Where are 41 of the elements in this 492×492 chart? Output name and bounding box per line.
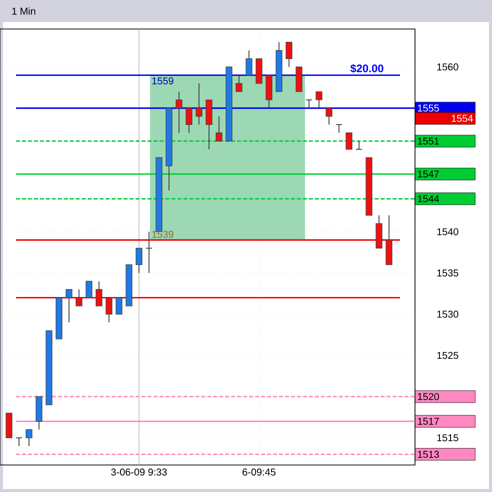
candlestick	[326, 108, 332, 126]
text: 1554	[452, 114, 473, 122]
candlestick	[196, 82, 202, 126]
annotation: 1539	[152, 230, 174, 238]
annotation: $20.00	[350, 64, 384, 73]
candlestick	[246, 50, 252, 76]
candlestick	[66, 288, 72, 323]
candlestick	[236, 74, 242, 92]
candlestick	[356, 140, 362, 150]
candlestick	[216, 116, 222, 142]
ref-line-label: 1551	[418, 138, 439, 145]
chart-title: 1 Min	[12, 7, 36, 15]
x-tick-label: 3-06-09 9:33	[111, 468, 167, 476]
candlestick	[336, 124, 342, 134]
y-tick-label: 1535	[437, 269, 458, 276]
candlestick	[346, 132, 352, 150]
candlestick	[136, 248, 142, 274]
ref-line-label: 1547	[418, 170, 439, 178]
candlestick	[26, 429, 32, 446]
x-tick-label: 6-09:45	[242, 468, 276, 476]
candlestick	[86, 280, 92, 298]
candlestick	[176, 91, 182, 134]
ref-line-label: 1513	[418, 450, 439, 458]
y-tick-label: 1540	[437, 228, 458, 236]
candlestick	[106, 297, 112, 323]
candlestick	[116, 297, 122, 314]
ref-line-label: 1520	[418, 393, 439, 400]
ref-line-label: 1544	[418, 195, 440, 202]
candlestick	[76, 288, 82, 306]
candlestick	[306, 99, 312, 109]
candlestick	[186, 108, 192, 134]
ref-line-label: 1517	[418, 418, 439, 425]
candlestick	[286, 42, 292, 68]
y-tick-label: 1560	[437, 63, 458, 70]
candlestick	[96, 280, 102, 306]
y-tick-label: 1515	[437, 434, 458, 442]
y-tick-label: 1530	[437, 310, 458, 318]
candlestick	[316, 91, 322, 109]
annotation: 1559	[152, 77, 174, 84]
ref-line-label: 1555	[418, 104, 439, 112]
y-tick-label: 1525	[437, 352, 458, 359]
